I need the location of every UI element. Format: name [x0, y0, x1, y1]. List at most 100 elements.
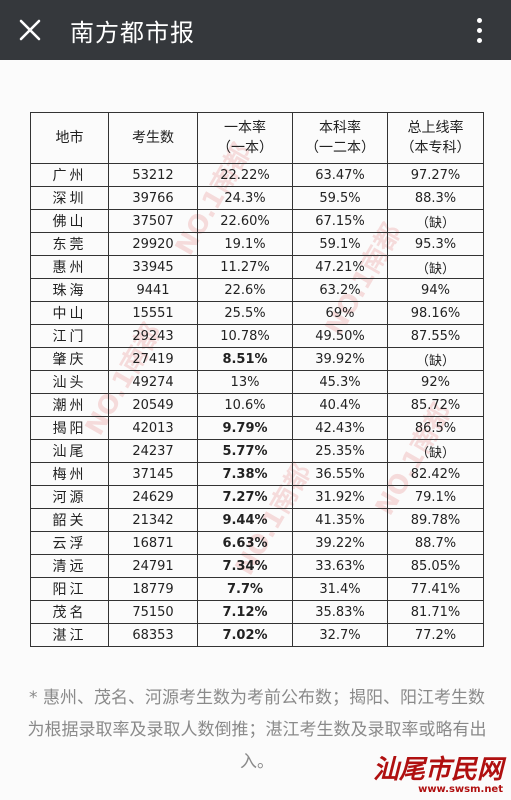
table-row: 河源 24629 7.27% 31.92% 79.1%	[30, 485, 484, 509]
cell-total: 88.7%	[387, 531, 484, 555]
table-row: 湛江 68353 7.02% 32.7% 77.2%	[30, 623, 484, 647]
cell-city: 茂名	[30, 600, 109, 624]
cell-bachelor: 63.2%	[292, 278, 388, 302]
table-row: 潮州 20549 10.6% 40.4% 85.72%	[30, 393, 484, 417]
cell-city: 珠海	[30, 278, 109, 302]
cell-count: 21342	[108, 508, 198, 532]
cell-total: 88.3%	[387, 186, 484, 210]
cell-count: 18779	[108, 577, 198, 601]
cell-count: 29243	[108, 324, 198, 348]
cell-total: 79.1%	[387, 485, 484, 509]
cell-bachelor: 39.22%	[292, 531, 388, 555]
cell-first-tier: 7.38%	[197, 462, 293, 486]
cell-city: 佛山	[30, 209, 109, 233]
admission-rate-table: 地市 考生数 一本率 （一本） 本科率 （一二本） 总上线率 （本专科） 广州 5321…	[30, 112, 484, 647]
table-row: 茂名 75150 7.12% 35.83% 81.71%	[30, 600, 484, 624]
table-row: 汕尾 24237 5.77% 25.35% （缺）	[30, 439, 484, 463]
cell-bachelor: 59.1%	[292, 232, 388, 256]
cell-first-tier: 9.79%	[197, 416, 293, 440]
cell-first-tier: 5.77%	[197, 439, 293, 463]
more-dot	[476, 37, 482, 43]
cell-city: 中山	[30, 301, 109, 325]
cell-first-tier: 22.60%	[197, 209, 293, 233]
cell-bachelor: 39.92%	[292, 347, 388, 371]
cell-total: 77.41%	[387, 577, 484, 601]
cell-first-tier: 24.3%	[197, 186, 293, 210]
logo-url: www.swsm.net	[418, 784, 503, 795]
cell-city: 阳江	[30, 577, 109, 601]
cell-first-tier: 8.51%	[197, 347, 293, 371]
cell-bachelor: 63.47%	[292, 163, 388, 187]
cell-count: 24791	[108, 554, 198, 578]
cell-count: 27419	[108, 347, 198, 371]
cell-first-tier: 10.6%	[197, 393, 293, 417]
cell-city: 惠州	[30, 255, 109, 279]
cell-first-tier: 7.02%	[197, 623, 293, 647]
cell-city: 广州	[30, 163, 109, 187]
cell-bachelor: 31.4%	[292, 577, 388, 601]
table-row: 佛山 37507 22.60% 67.15% （缺）	[30, 209, 484, 233]
article-content: NO.1南都 NO.1南都 NO.1南都 NO.1南都 NO.1南都 地市 考生…	[0, 60, 511, 800]
cell-city: 梅州	[30, 462, 109, 486]
cell-city: 清远	[30, 554, 109, 578]
table-row: 韶关 21342 9.44% 41.35% 89.78%	[30, 508, 484, 532]
cell-count: 16871	[108, 531, 198, 555]
cell-total: 81.71%	[387, 600, 484, 624]
header-first-tier: 一本率 （一本）	[197, 112, 293, 164]
more-button[interactable]	[469, 12, 489, 48]
table-row: 东莞 29920 19.1% 59.1% 95.3%	[30, 232, 484, 256]
cell-city: 韶关	[30, 508, 109, 532]
cell-bachelor: 40.4%	[292, 393, 388, 417]
cell-bachelor: 31.92%	[292, 485, 388, 509]
cell-total: 85.72%	[387, 393, 484, 417]
cell-first-tier: 22.6%	[197, 278, 293, 302]
cell-city: 深圳	[30, 186, 109, 210]
cell-first-tier: 11.27%	[197, 255, 293, 279]
logo-name: 汕尾市民网	[372, 755, 503, 785]
close-icon	[19, 19, 41, 41]
cell-total: 85.05%	[387, 554, 484, 578]
cell-bachelor: 69%	[292, 301, 388, 325]
cell-total: 98.16%	[387, 301, 484, 325]
cell-first-tier: 25.5%	[197, 301, 293, 325]
cell-city: 潮州	[30, 393, 109, 417]
cell-total: （缺）	[387, 347, 484, 371]
cell-count: 20549	[108, 393, 198, 417]
close-button[interactable]	[0, 0, 60, 60]
header-city: 地市	[30, 112, 109, 164]
cell-city: 湛江	[30, 623, 109, 647]
cell-total: 95.3%	[387, 232, 484, 256]
page-title: 南方都市报	[70, 18, 195, 47]
table-row: 惠州 33945 11.27% 47.21% （缺）	[30, 255, 484, 279]
table-header-row: 地市 考生数 一本率 （一本） 本科率 （一二本） 总上线率 （本专科）	[30, 112, 484, 164]
cell-first-tier: 22.22%	[197, 163, 293, 187]
cell-city: 云浮	[30, 531, 109, 555]
cell-count: 24237	[108, 439, 198, 463]
cell-count: 49274	[108, 370, 198, 394]
cell-first-tier: 7.27%	[197, 485, 293, 509]
top-bar: 南方都市报	[0, 0, 511, 60]
table-row: 汕头 49274 13% 45.3% 92%	[30, 370, 484, 394]
cell-bachelor: 47.21%	[292, 255, 388, 279]
cell-total: 77.2%	[387, 623, 484, 647]
cell-count: 24629	[108, 485, 198, 509]
header-total: 总上线率 （本专科）	[387, 112, 484, 164]
table-row: 广州 53212 22.22% 63.47% 97.27%	[30, 163, 484, 187]
cell-city: 揭阳	[30, 416, 109, 440]
cell-count: 68353	[108, 623, 198, 647]
cell-count: 29920	[108, 232, 198, 256]
cell-total: （缺）	[387, 439, 484, 463]
table-row: 梅州 37145 7.38% 36.55% 82.42%	[30, 462, 484, 486]
table-row: 云浮 16871 6.63% 39.22% 88.7%	[30, 531, 484, 555]
cell-first-tier: 7.12%	[197, 600, 293, 624]
header-count: 考生数	[108, 112, 198, 164]
cell-first-tier: 10.78%	[197, 324, 293, 348]
table-row: 中山 15551 25.5% 69% 98.16%	[30, 301, 484, 325]
cell-bachelor: 33.63%	[292, 554, 388, 578]
cell-bachelor: 67.15%	[292, 209, 388, 233]
table-row: 江门 29243 10.78% 49.50% 87.55%	[30, 324, 484, 348]
cell-count: 9441	[108, 278, 198, 302]
cell-bachelor: 35.83%	[292, 600, 388, 624]
cell-bachelor: 32.7%	[292, 623, 388, 647]
table-row: 珠海 9441 22.6% 63.2% 94%	[30, 278, 484, 302]
